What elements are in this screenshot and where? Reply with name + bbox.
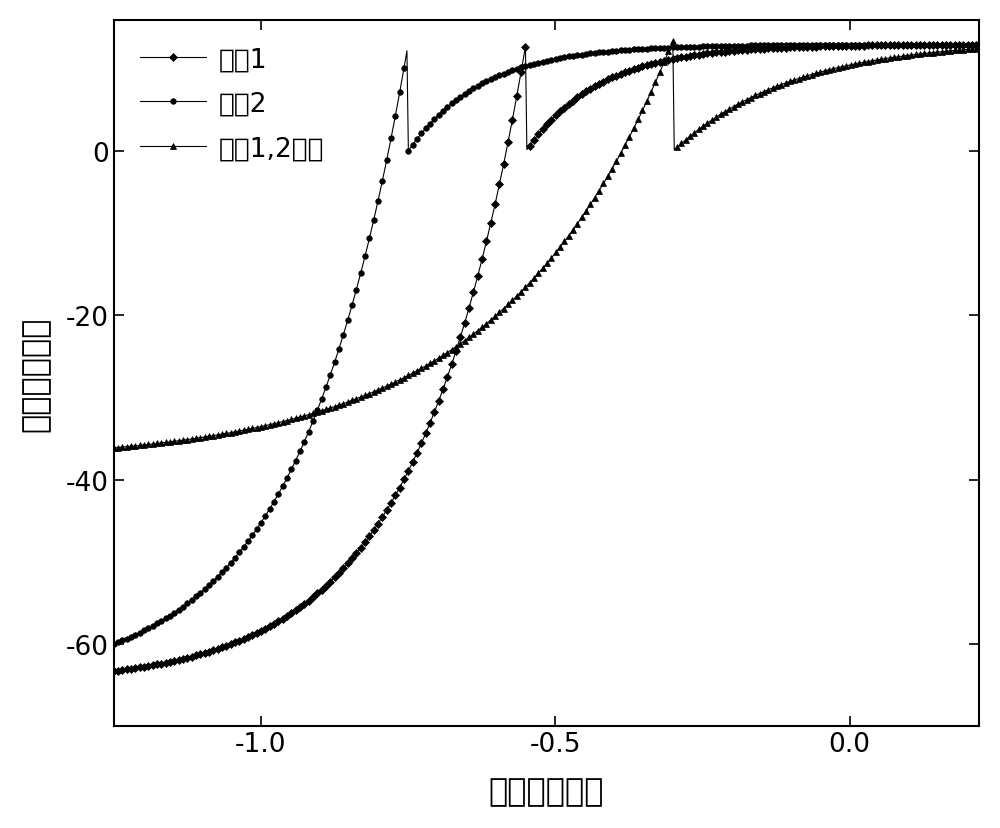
沟道2 <box>686 43 698 53</box>
沟道1,2串联 <box>108 444 120 454</box>
沟道2 <box>261 509 273 519</box>
沟道1,2串联 <box>618 143 630 153</box>
沟道2 <box>499 69 511 79</box>
沟道2 <box>973 41 985 51</box>
沟道1 <box>686 51 698 61</box>
沟道1,2串联 <box>761 86 773 96</box>
沟道1,2串联 <box>261 421 273 431</box>
Line: 沟道1: 沟道1 <box>111 43 982 674</box>
Line: 沟道2: 沟道2 <box>111 43 982 647</box>
沟道2 <box>759 41 771 51</box>
沟道1 <box>261 623 273 633</box>
沟道1 <box>108 667 120 676</box>
Y-axis label: 电流（纳安）: 电流（纳安） <box>21 315 52 431</box>
Legend: 沟道1, 沟道2, 沟道1,2串联: 沟道1, 沟道2, 沟道1,2串联 <box>127 34 338 176</box>
沟道1 <box>618 69 630 79</box>
沟道1 <box>973 41 985 51</box>
沟道1,2串联 <box>667 36 679 46</box>
X-axis label: 电压（伏特）: 电压（伏特） <box>489 776 604 807</box>
沟道1,2串联 <box>973 45 985 55</box>
沟道2 <box>618 46 630 56</box>
沟道2 <box>330 354 342 363</box>
沟道1,2串联 <box>687 130 699 140</box>
沟道2 <box>108 639 120 649</box>
沟道1 <box>330 571 342 581</box>
沟道1,2串联 <box>330 402 342 412</box>
沟道1 <box>759 45 771 55</box>
沟道1,2串联 <box>499 303 511 313</box>
沟道1 <box>499 152 511 162</box>
Line: 沟道1,2串联: 沟道1,2串联 <box>111 39 982 451</box>
